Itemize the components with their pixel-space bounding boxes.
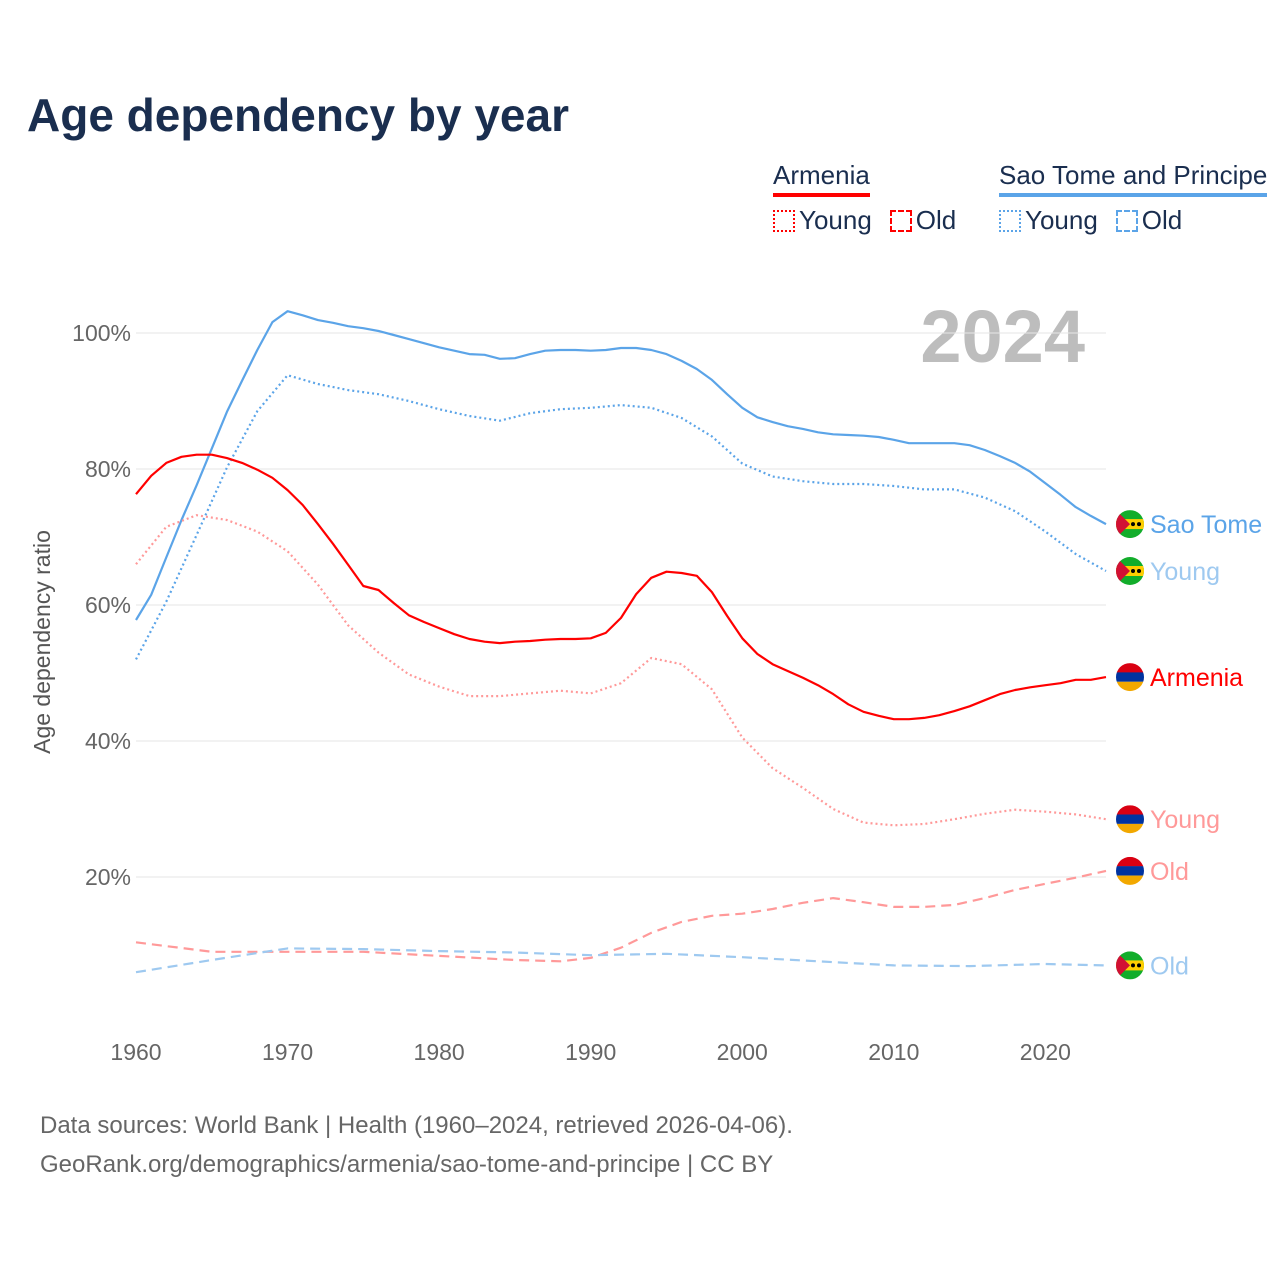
legend-sao-tome-young[interactable]: Young <box>999 205 1098 236</box>
year-badge: 2024 <box>920 295 1085 378</box>
flag-triangle <box>1116 951 1130 980</box>
dashed-swatch-icon <box>1115 209 1138 232</box>
series-line-armenia-old <box>135 869 1107 963</box>
x-tick-label: 1980 <box>414 1039 465 1065</box>
legend-armenia[interactable]: Armenia Young Old <box>773 160 956 236</box>
flag-armenia-icon <box>1116 805 1144 834</box>
legend-armenia-old[interactable]: Old <box>889 205 957 236</box>
flag-triangle <box>1116 510 1130 539</box>
series-line-armenia-young <box>135 514 1107 827</box>
flag-sao-tome-icon <box>1116 510 1144 539</box>
end-label: Old <box>1150 858 1189 886</box>
flag-sao-tome-icon <box>1116 557 1144 585</box>
legend-sao-tome-old[interactable]: Old <box>1115 205 1183 236</box>
flag-star <box>1137 569 1141 573</box>
flag-stripe <box>1116 814 1144 824</box>
y-axis-label: Age dependency ratio <box>29 530 55 754</box>
flag-star <box>1131 963 1135 968</box>
y-tick-label: 20% <box>85 864 131 890</box>
x-tick-label: 2010 <box>868 1039 919 1065</box>
legend-sao-tome[interactable]: Sao Tome and Principe Young Old <box>999 160 1268 236</box>
legend-label: Old <box>1141 205 1183 235</box>
y-tick-label: 40% <box>85 728 131 754</box>
flag-body <box>1116 663 1144 692</box>
flag-stripe <box>1116 875 1144 885</box>
legend-armenia-header: Armenia <box>773 160 870 197</box>
series-line-sao-tome-and-principe <box>135 310 1107 621</box>
flag-stripe <box>1116 866 1144 876</box>
series-line-armenia <box>135 453 1107 721</box>
flag-stripe <box>1116 663 1144 673</box>
x-tick-label: 1960 <box>110 1039 161 1065</box>
end-label: Old <box>1150 952 1189 980</box>
chart-title: Age dependency by year <box>27 89 569 141</box>
x-tick-label: 1970 <box>262 1039 313 1065</box>
legend-label: Young <box>1025 205 1098 235</box>
end-label: Sao Tome <box>1150 511 1262 539</box>
flag-body <box>1116 856 1144 885</box>
end-label: Armenia <box>1150 664 1243 692</box>
series-line-sao-tome-and-principe-old <box>135 947 1107 974</box>
flag-body <box>1116 510 1144 539</box>
flag-star <box>1137 963 1141 968</box>
footer: Data sources: World Bank | Health (1960–… <box>40 1106 793 1184</box>
end-label: Young <box>1150 558 1220 586</box>
flag-armenia-icon <box>1116 663 1144 692</box>
legend-sao-tome-header: Sao Tome and Principe <box>999 160 1268 197</box>
y-tick-label: 100% <box>72 320 131 346</box>
dotted-swatch-icon <box>999 209 1021 232</box>
dashed-swatch-icon <box>889 209 912 232</box>
flag-star <box>1131 569 1135 573</box>
flag-armenia-icon <box>1116 856 1144 885</box>
flag-star <box>1131 522 1135 527</box>
flag-triangle <box>1116 557 1130 585</box>
flag-stripe <box>1116 805 1144 815</box>
source-url-text: GeoRank.org/demographics/armenia/sao-tom… <box>40 1151 774 1178</box>
flag-body <box>1116 805 1144 834</box>
flag-body <box>1116 557 1144 585</box>
dotted-swatch-icon <box>773 209 795 232</box>
legend-label: Old <box>915 205 957 235</box>
y-tick-label: 80% <box>85 456 131 482</box>
y-tick-label: 60% <box>85 592 131 618</box>
flag-sao-tome-icon <box>1116 951 1144 980</box>
flag-stripe <box>1116 672 1144 682</box>
legend-armenia-young[interactable]: Young <box>773 205 872 236</box>
legend-label: Young <box>799 205 872 235</box>
data-source-text: Data sources: World Bank | Health (1960–… <box>40 1112 793 1139</box>
x-tick-label: 2000 <box>717 1039 768 1065</box>
flag-body <box>1116 951 1144 980</box>
x-tick-label: 1990 <box>565 1039 616 1065</box>
flag-stripe <box>1116 856 1144 867</box>
flag-stripe <box>1116 681 1144 692</box>
end-label: Young <box>1150 806 1220 834</box>
flag-star <box>1137 522 1141 527</box>
flag-stripe <box>1116 823 1144 834</box>
x-tick-label: 2020 <box>1020 1039 1071 1065</box>
